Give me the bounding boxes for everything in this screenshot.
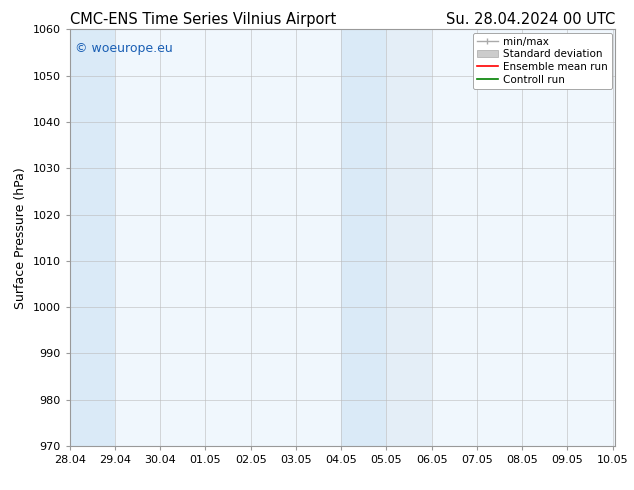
Y-axis label: Surface Pressure (hPa): Surface Pressure (hPa) [14,167,27,309]
Text: Su. 28.04.2024 00 UTC: Su. 28.04.2024 00 UTC [446,12,615,27]
Bar [70,29,115,446]
Bar [341,29,387,446]
Text: © woeurope.eu: © woeurope.eu [75,42,173,55]
Bar [387,29,432,446]
Text: CMC-ENS Time Series Vilnius Airport: CMC-ENS Time Series Vilnius Airport [70,12,336,27]
Legend: min/max, Standard deviation, Ensemble mean run, Controll run: min/max, Standard deviation, Ensemble me… [473,32,612,89]
